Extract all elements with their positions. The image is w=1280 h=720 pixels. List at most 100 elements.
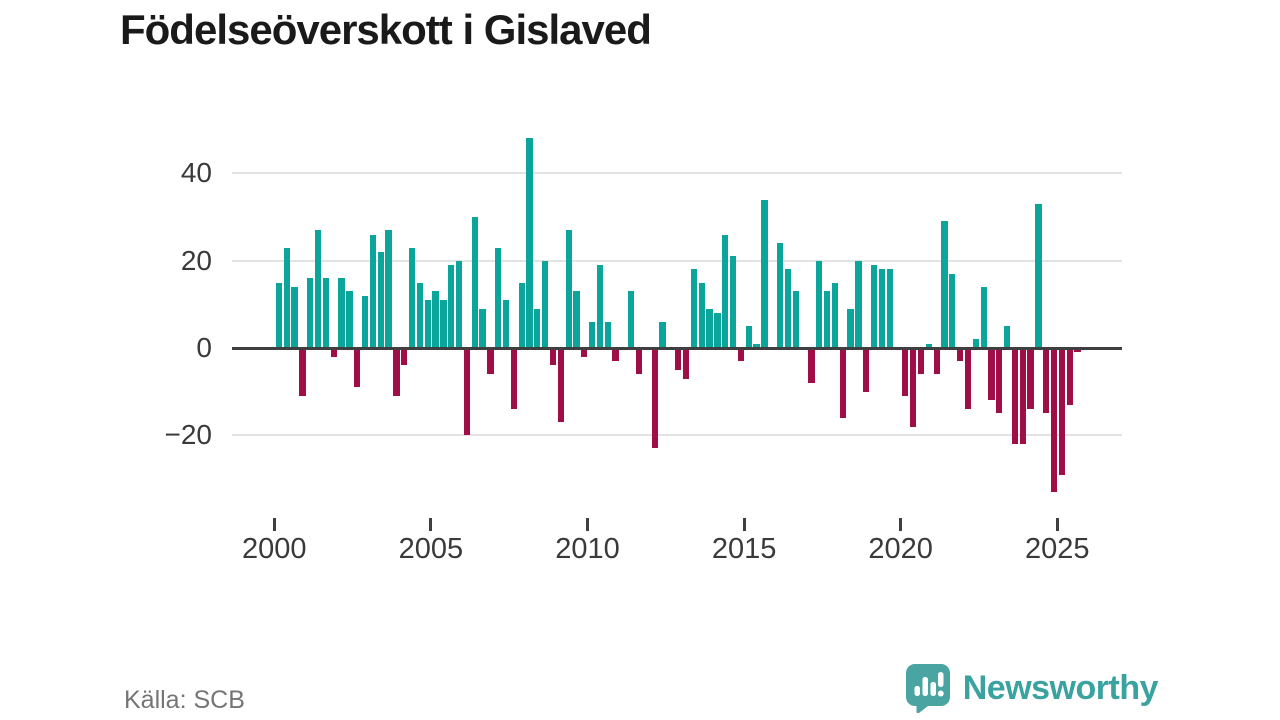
bar-2001-q1 [307,278,314,348]
bar-2002-q2 [346,291,353,348]
x-axis-tick-2015 [742,518,746,531]
bar-2018-q3 [855,260,862,348]
y-axis-label-20: 20 [180,244,212,276]
bar-2003-q4 [393,348,400,396]
bar-2013-q1 [682,348,690,379]
x-axis-label-2025: 2025 [1025,533,1090,565]
bar-2021-q3 [949,273,956,348]
chart-title: Födelseöverskott i Gislaved [120,6,652,53]
x-axis-label-2005: 2005 [398,533,464,565]
bar-2020-q3 [917,348,925,375]
bar-2004-q3 [416,282,424,348]
bar-2014-q1 [714,313,721,348]
bar-2000-q4 [299,348,306,396]
bar-2010-q4 [612,348,619,362]
bar-2014-q4 [737,348,745,362]
bar-2006-q3 [479,308,486,348]
bar-2012-q2 [659,321,666,348]
bar-2006-q4 [487,348,494,375]
bar-2005-q1 [432,291,439,348]
bar-2000-q1 [275,282,283,348]
bar-2004-q4 [424,299,431,348]
x-axis-label-2020: 2020 [868,533,933,565]
bar-2008-q2 [534,308,541,348]
bar-2019-q3 [886,269,893,348]
bar-2017-q4 [831,282,839,348]
bar-2012-q1 [651,348,658,449]
bar-2009-q2 [565,230,572,348]
bar-2007-q1 [495,247,502,348]
x-axis-label-2010: 2010 [555,533,620,565]
bar-2015-q3 [761,199,768,348]
bar-2002-q1 [338,278,345,348]
bar-2015-q1 [745,326,752,348]
bar-2013-q3 [698,282,705,348]
x-axis-label-2015: 2015 [711,533,777,565]
bar-2025-q3 [1074,348,1081,353]
newsworthy-logo-icon [905,663,951,714]
bar-2022-q1 [964,348,972,410]
y-axis-label--20: −20 [164,419,213,451]
bar-2020-q4 [925,343,932,348]
newsworthy-logo-text: Newsworthy [962,668,1159,707]
bar-2006-q2 [471,217,478,348]
bar-2008-q4 [549,348,557,366]
bar-2005-q2 [440,299,447,348]
bar-2017-q2 [816,260,823,348]
bar-2009-q3 [573,291,580,348]
bar-2016-q3 [792,291,799,348]
bar-2022-q2 [972,339,979,348]
bar-2005-q4 [455,260,463,348]
bar-2014-q2 [722,234,729,348]
bar-2011-q2 [628,291,635,348]
bar-2004-q1 [401,348,408,366]
bar-2018-q2 [847,308,854,348]
bar-2010-q3 [604,321,611,348]
bar-2017-q1 [808,348,815,383]
bar-2013-q2 [690,269,698,348]
x-axis-zero-line [232,346,1122,350]
bar-2001-q2 [314,230,322,348]
x-axis-tick-2010 [586,518,589,531]
bar-2008-q3 [542,260,549,348]
bar-2003-q3 [385,230,392,348]
bar-2023-q2 [1003,326,1011,348]
bar-2018-q4 [863,348,870,392]
bar-2019-q1 [870,265,878,348]
bar-2008-q1 [526,138,533,348]
y-axis-label-40: 40 [180,157,212,189]
bar-2007-q2 [502,299,510,348]
gridline-y-40 [232,172,1122,175]
bar-2016-q1 [776,243,784,348]
x-axis-tick-2000 [272,518,276,531]
bar-2013-q4 [706,308,713,348]
gridline-y--20 [232,434,1122,437]
bar-2023-q4 [1019,348,1026,445]
bar-2017-q3 [823,291,831,348]
bar-2007-q3 [510,348,517,410]
x-axis-tick-2025 [1055,518,1059,531]
bar-2025-q1 [1058,348,1066,475]
bar-2024-q4 [1050,348,1058,493]
bar-2003-q1 [369,234,377,348]
bar-2003-q2 [377,251,384,348]
bar-2005-q3 [448,265,455,348]
x-axis-label-2000: 2000 [242,533,307,565]
bar-2000-q2 [283,247,290,348]
bar-2022-q4 [988,348,995,401]
bar-2022-q3 [980,286,987,348]
bar-2001-q4 [330,348,337,357]
bar-2021-q2 [941,221,948,348]
bar-2002-q4 [361,295,369,348]
bar-2014-q3 [729,256,737,348]
bar-2002-q3 [354,348,361,388]
x-axis-tick-2005 [429,518,433,531]
bar-2024-q2 [1035,203,1042,348]
bar-2001-q3 [322,278,330,348]
y-axis-label-0: 0 [196,332,212,363]
bar-2020-q1 [902,348,909,396]
bar-2024-q3 [1043,348,1050,414]
bar-2007-q4 [518,282,525,348]
bar-2009-q1 [557,348,564,423]
